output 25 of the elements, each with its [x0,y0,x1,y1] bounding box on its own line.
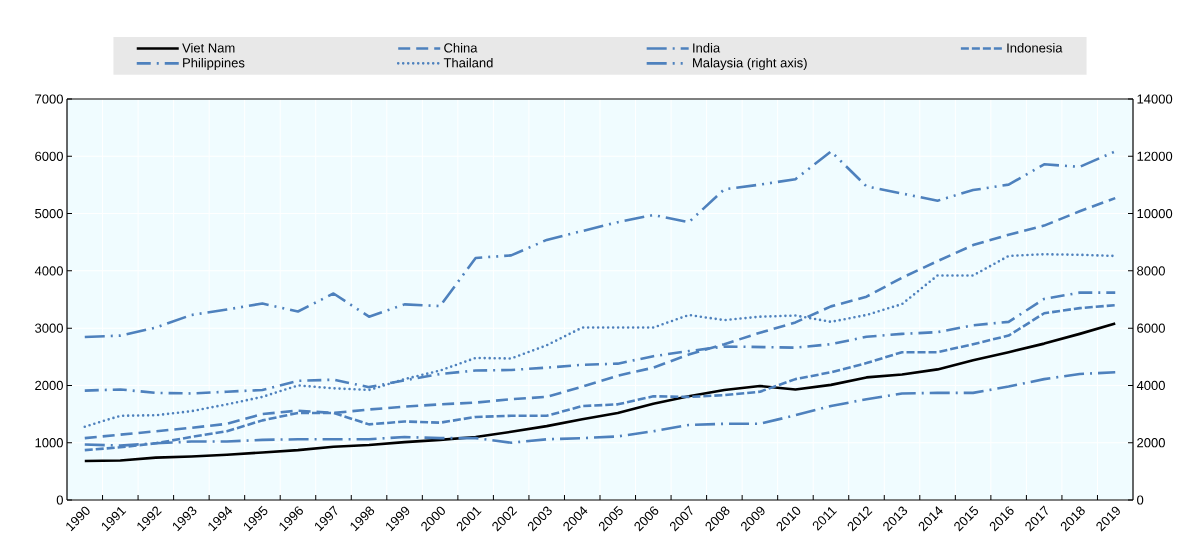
y-tick-label: 7000 [35,94,63,104]
y2-tick-label: 6000 [1137,323,1165,333]
legend-label: India [693,42,721,53]
y2-tick-label: 10000 [1137,208,1173,219]
y-tick-label: 5000 [35,208,63,219]
legend-label: Indonesia [1007,42,1063,53]
y2-tick-label: 4000 [1136,380,1165,391]
legend-label: China [444,42,478,53]
y-tick-label: 1000 [35,438,63,448]
line-series [83,150,1117,339]
y2-tick-label: 12000 [1137,151,1173,161]
y2-tick-label: 14000 [1137,94,1173,104]
y2-tick-label: 8000 [1137,266,1165,276]
legend-label: Malaysia (right axis) [693,57,807,70]
y2-tick-label: 2000 [1137,438,1165,448]
legend-label: Thailand [443,57,493,68]
legend-label: Viet Nam [182,42,235,53]
y2-tick-label: 0 [1137,495,1144,505]
y-tick-label: 0 [56,495,63,505]
y-tick-label: 2000 [35,380,63,391]
legend-label: Philippines [183,57,245,70]
line-series [83,322,1117,463]
y-tick-label: 3000 [35,323,63,333]
y-tick-label: 4000 [34,266,63,276]
y-tick-label: 6000 [35,151,63,161]
